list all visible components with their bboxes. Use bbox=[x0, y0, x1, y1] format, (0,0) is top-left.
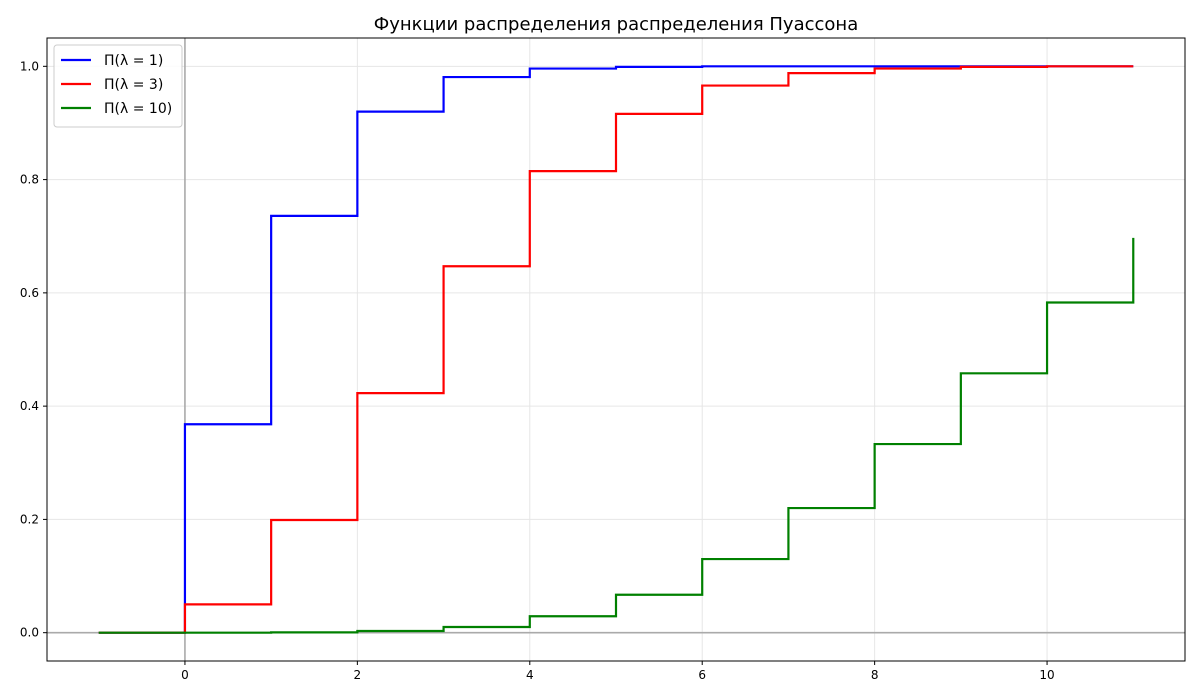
y-tick-label-2: 0.4 bbox=[20, 399, 39, 413]
legend: Π(λ = 1) Π(λ = 3) Π(λ = 10) bbox=[53, 44, 183, 128]
x-tick-label-1: 2 bbox=[354, 668, 362, 682]
series-line-0 bbox=[98, 65, 1134, 634]
y-tick-label-4: 0.8 bbox=[20, 173, 39, 187]
legend-box bbox=[53, 44, 183, 128]
y-axis: 0.0 0.2 0.4 0.6 0.8 1.0 bbox=[20, 59, 47, 640]
series-line-2 bbox=[98, 237, 1135, 634]
chart-title: Функции распределения распределения Пуас… bbox=[374, 14, 858, 35]
x-axis: 0 2 4 6 8 10 bbox=[181, 661, 1055, 682]
y-tick-label-3: 0.6 bbox=[20, 286, 39, 300]
x-tick-label-2: 4 bbox=[526, 668, 534, 682]
x-tick-label-0: 0 bbox=[181, 668, 189, 682]
series-line-1 bbox=[98, 65, 1134, 634]
x-tick-label-4: 8 bbox=[871, 668, 879, 682]
legend-label-0: Π(λ = 1) bbox=[104, 53, 163, 69]
legend-label-2: Π(λ = 10) bbox=[104, 101, 172, 117]
y-tick-label-0: 0.0 bbox=[20, 626, 39, 640]
y-tick-label-5: 1.0 bbox=[20, 59, 39, 73]
axes-frame bbox=[46, 37, 1186, 662]
x-tick-label-5: 10 bbox=[1039, 668, 1054, 682]
legend-label-1: Π(λ = 3) bbox=[104, 77, 163, 93]
x-tick-label-3: 6 bbox=[698, 668, 706, 682]
y-tick-label-1: 0.2 bbox=[20, 512, 39, 526]
series-layer bbox=[98, 65, 1135, 634]
